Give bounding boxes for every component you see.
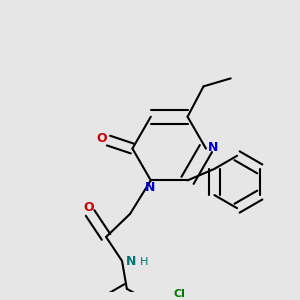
Text: H: H <box>140 257 148 267</box>
Text: Cl: Cl <box>173 289 185 298</box>
Text: N: N <box>145 181 155 194</box>
Text: O: O <box>96 133 107 146</box>
Text: N: N <box>208 141 218 154</box>
Text: O: O <box>83 201 94 214</box>
Text: N: N <box>126 255 136 268</box>
